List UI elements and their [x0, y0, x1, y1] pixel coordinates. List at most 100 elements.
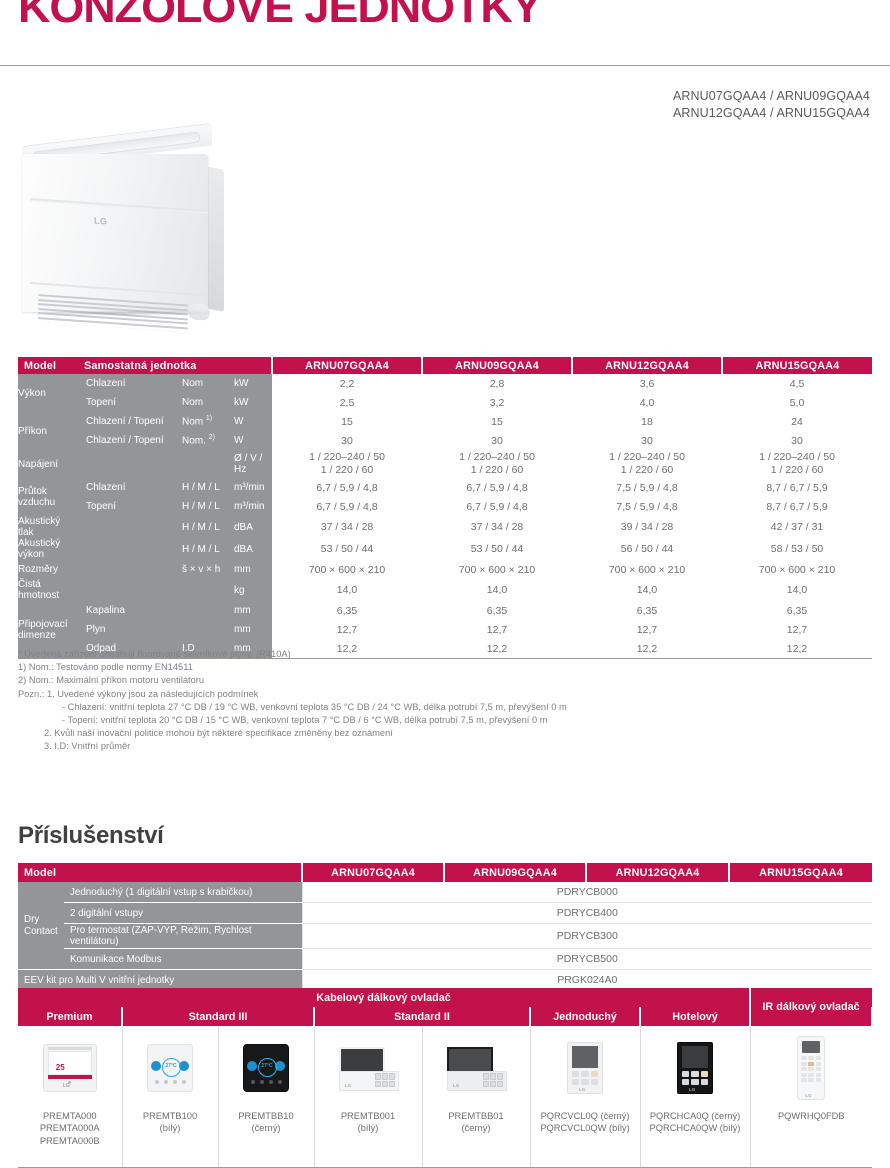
- controller-code: PQRCHCA0Q (černý) PQRCHCA0QW (bílý): [649, 1111, 741, 1134]
- acc-col-0: ARNU07GQAA4: [301, 863, 445, 882]
- note-5: - Topení: vnitřní teplota 20 °C DB / 15 …: [62, 715, 548, 726]
- spec-row-sublabel: [78, 579, 178, 601]
- spec-cell: 6,7 / 5,9 / 4,8: [272, 478, 423, 497]
- ir-remote-image: LG: [751, 1026, 873, 1104]
- note-6: 2. Kvůli naší inovační politice mohou bý…: [44, 728, 393, 739]
- standard3-white-image: 27°C: [123, 1026, 218, 1104]
- spec-row-sublabel: Chlazení / Topení: [78, 431, 178, 450]
- controller-code: PQWRHQ0FDB: [777, 1111, 845, 1121]
- spec-row-sublabel: Odpad: [78, 639, 178, 659]
- spec-row-sublabel: Kapalina: [78, 601, 178, 620]
- hotel-controller-image: LG: [641, 1026, 750, 1104]
- spec-cell: 3,6: [572, 374, 723, 393]
- controller-code: PREMTBB10 (černý): [238, 1111, 294, 1134]
- spec-cell: 53 / 50 / 44: [422, 538, 573, 560]
- spec-cell: 4,0: [572, 393, 723, 412]
- spec-row-condition: H / M / L: [178, 478, 230, 497]
- spec-row-group: Rozměry: [18, 560, 78, 579]
- spec-row: Napájení Ø / V / Hz 1 / 220–240 / 50 1 / 22…: [18, 450, 873, 478]
- spec-cell: 12,2: [572, 639, 723, 659]
- spec-cell: 1 / 220–240 / 50 1 / 220 / 60: [272, 450, 423, 478]
- spec-cell: 2,8: [422, 374, 573, 393]
- spec-cell: 1 / 220–240 / 50 1 / 220 / 60: [422, 450, 573, 478]
- spec-row-unit: mm: [230, 560, 273, 579]
- spec-cell: 37 / 34 / 28: [422, 516, 573, 538]
- acc-row-label: 2 digitální vstupy: [64, 902, 303, 924]
- note-2: 2) Nom.: Maximální příkon motoru ventilá…: [18, 675, 205, 686]
- spec-row: Výkon Chlazení Nom kW 2,2 2,8 3,6 4,5: [18, 374, 873, 412]
- spec-cell: 6,35: [422, 601, 573, 620]
- spec-cell: 8,7 / 6,7 / 5,9: [722, 478, 873, 497]
- acc-row-code: PDRYCB300: [301, 923, 873, 949]
- spec-cell: 15: [422, 412, 573, 431]
- spec-cell: 39 / 34 / 28: [572, 516, 723, 538]
- spec-row-group: Napájení: [18, 450, 78, 478]
- accessories-table: Model ARNU07GQAA4 ARNU09GQAA4 ARNU12GQAA…: [18, 863, 873, 991]
- spec-cell: 2,5: [272, 393, 423, 412]
- controller-type-premium: Premium: [18, 1007, 122, 1026]
- spec-row-unit: W: [230, 431, 273, 450]
- spec-row-condition: H / M / L: [178, 538, 230, 560]
- unit-seam-top: [30, 198, 208, 214]
- spec-cell: 3,2: [422, 393, 573, 412]
- acc-group-label: Dry Contact: [18, 882, 64, 970]
- spec-cell: 30: [572, 431, 723, 450]
- spec-row-unit: m³/min: [230, 478, 273, 497]
- controller-group-wired: Kabelový dálkový ovladač: [18, 988, 751, 1007]
- acc-eev-code: PRGK024A0: [301, 969, 873, 991]
- acc-eev-row: EEV kit pro Multi V vnitřní jednotky PRGK…: [18, 969, 873, 991]
- spec-row-condition: [178, 601, 230, 620]
- simple-controller-image: LG: [531, 1026, 640, 1104]
- model-code-line-1: ARNU07GQAA4 / ARNU09GQAA4: [672, 89, 870, 103]
- spec-cell: 12,7: [272, 620, 423, 639]
- spec-row-unit: kW: [230, 374, 273, 393]
- acc-eev-label: EEV kit pro Multi V vnitřní jednotky: [18, 969, 303, 991]
- spec-cell: 12,7: [572, 620, 723, 639]
- spec-row-sublabel: Chlazení: [78, 478, 178, 497]
- spec-cell: 18: [572, 412, 723, 431]
- spec-row: Odpad I.D mm 12,2 12,2 12,2 12,2: [18, 639, 873, 659]
- spec-row-group: Připojovací dimenze: [18, 601, 78, 659]
- spec-row-unit: kg: [230, 579, 273, 601]
- standard3-black-image: 27°C: [219, 1026, 314, 1104]
- spec-cell: 30: [422, 431, 573, 450]
- spec-row-sublabel: Topení: [78, 393, 178, 412]
- spec-row-condition: Nom 1): [178, 412, 230, 431]
- standard2-black-image: LG: [423, 1026, 530, 1104]
- spec-cell: 58 / 53 / 50: [722, 538, 873, 560]
- spec-cell: 42 / 37 / 31: [722, 516, 873, 538]
- controller-cell-simple-controller: LG PQRCVCL0Q (černý) PQRCVCL0QW (bílý): [529, 1026, 640, 1168]
- spec-cell: 24: [722, 412, 873, 431]
- spec-row-condition: H / M / L: [178, 497, 230, 516]
- spec-row: Topení Nom kW 2,5 3,2 4,0 5,0: [18, 393, 873, 412]
- model-code-line-2: ARNU12GQAA4 / ARNU15GQAA4: [672, 106, 870, 120]
- spec-cell: 6,35: [572, 601, 723, 620]
- spec-col-0: ARNU07GQAA4: [271, 357, 423, 374]
- spec-cell: 12,7: [722, 620, 873, 639]
- acc-row-code: PDRYCB500: [301, 948, 873, 970]
- spec-cell: 8,7 / 6,7 / 5,9: [722, 497, 873, 516]
- note-7: 3. I.D: Vnitřní průměr: [44, 741, 131, 752]
- spec-row-condition: H / M / L: [178, 516, 230, 538]
- spec-row: Čistá hmotnost kg 14,0 14,0 14,0 14,0: [18, 579, 873, 601]
- spec-row-unit: mm: [230, 620, 273, 639]
- spec-cell: 4,5: [722, 374, 873, 393]
- spec-col-3: ARNU15GQAA4: [721, 357, 873, 374]
- acc-header-model: Model: [18, 863, 303, 882]
- controller-code: PQRCVCL0Q (černý) PQRCVCL0QW (bílý): [540, 1111, 630, 1134]
- spec-cell: 700 × 600 × 210: [272, 560, 423, 579]
- spec-row-unit: dBA: [230, 516, 273, 538]
- controller-cell-standard3-black: 27°C PREMTBB10 (černý): [217, 1026, 314, 1168]
- spec-cell: 30: [272, 431, 423, 450]
- controller-cell-standard2-white: LG PREMTB001 (bílý): [313, 1026, 422, 1168]
- spec-row-unit: m³/min: [230, 497, 273, 516]
- spec-cell: 56 / 50 / 44: [572, 538, 723, 560]
- spec-row-unit: mm: [230, 639, 273, 659]
- acc-row: Komunikace Modbus PDRYCB500: [18, 948, 873, 970]
- spec-cell: 12,2: [422, 639, 573, 659]
- spec-row-condition: [178, 579, 230, 601]
- spec-row: Připojovací dimenze Kapalina mm 6,35 6,35 6,3…: [18, 601, 873, 659]
